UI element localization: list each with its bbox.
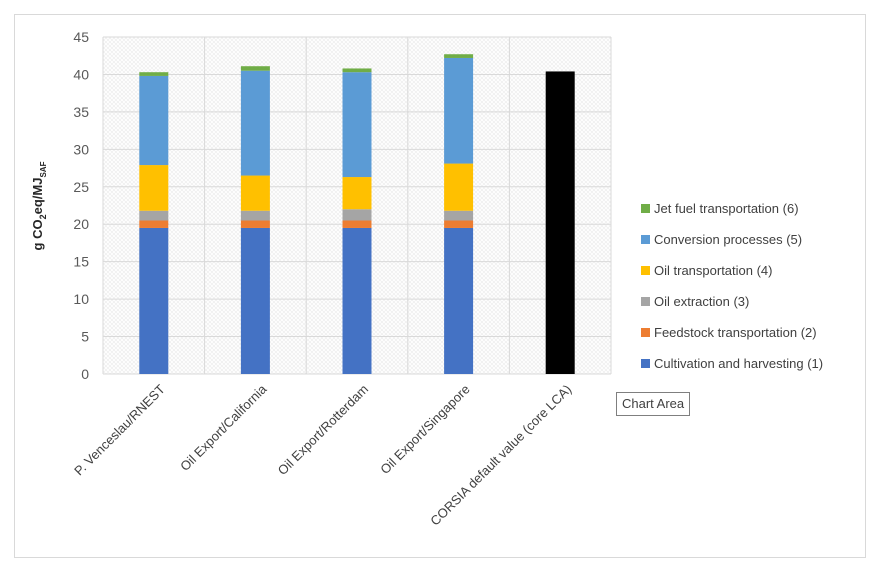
bar-segment-s1-c4[interactable] xyxy=(444,227,474,374)
bar-segment-s2-c1[interactable] xyxy=(139,220,169,228)
legend-entry: Feedstock transportation (2) xyxy=(654,325,817,340)
legend-entry: Oil transportation (4) xyxy=(654,263,773,278)
y-tick-label: 40 xyxy=(73,66,89,82)
y-tick-label: 5 xyxy=(81,329,89,345)
y-tick-label: 0 xyxy=(81,366,89,382)
y-tick-label: 30 xyxy=(73,141,89,157)
legend-entry: Conversion processes (5) xyxy=(654,232,802,247)
bar-segment-s1-c3[interactable] xyxy=(342,227,372,374)
bars xyxy=(139,54,575,375)
legend-swatch xyxy=(641,235,650,244)
bar-segment-s5-c3[interactable] xyxy=(342,72,372,178)
y-tick-label: 25 xyxy=(73,179,89,195)
bar-segment-s4-c1[interactable] xyxy=(139,165,169,211)
bar-corsia-default[interactable] xyxy=(545,71,575,375)
legend-swatch xyxy=(641,297,650,306)
bar-segment-s5-c2[interactable] xyxy=(240,70,270,176)
bar-segment-s3-c3[interactable] xyxy=(342,209,372,221)
y-tick-label: 20 xyxy=(73,216,89,232)
x-category-label: Oil Export/California xyxy=(177,381,270,474)
bar-segment-s3-c4[interactable] xyxy=(444,210,474,221)
legend-swatch xyxy=(641,359,650,368)
bar-segment-s2-c3[interactable] xyxy=(342,220,372,228)
bar-segment-s4-c4[interactable] xyxy=(444,163,474,211)
bar-segment-s6-c1[interactable] xyxy=(139,72,169,76)
legend-swatch xyxy=(641,328,650,337)
y-axis-title: g CO2eq/MJSAF xyxy=(30,161,48,250)
chart-area-tooltip: Chart Area xyxy=(616,392,691,416)
legend-entry: Cultivation and harvesting (1) xyxy=(654,356,823,371)
y-tick-label: 35 xyxy=(73,104,89,120)
bar-segment-s1-c2[interactable] xyxy=(240,227,270,374)
bar-segment-s5-c1[interactable] xyxy=(139,75,169,166)
y-tick-label: 10 xyxy=(73,291,89,307)
legend-swatch xyxy=(641,204,650,213)
bar-segment-s3-c1[interactable] xyxy=(139,210,169,221)
y-tick-label: 45 xyxy=(73,29,89,45)
y-axis-ticks: 0 5 10 15 20 25 30 35 40 45 xyxy=(73,29,89,382)
legend[interactable]: Jet fuel transportation (6) Conversion pr… xyxy=(641,201,823,371)
bar-segment-s6-c4[interactable] xyxy=(444,54,474,58)
legend-swatch xyxy=(641,266,650,275)
bar-segment-s6-c3[interactable] xyxy=(342,68,372,73)
x-axis-labels: P. Venceslau/RNEST Oil Export/California O… xyxy=(71,381,574,529)
bar-segment-s2-c2[interactable] xyxy=(240,220,270,228)
x-category-label: P. Venceslau/RNEST xyxy=(71,381,168,478)
bar-segment-s3-c2[interactable] xyxy=(240,210,270,221)
bar-segment-s2-c4[interactable] xyxy=(444,220,474,228)
x-category-label: Oil Export/Rotterdam xyxy=(275,382,371,478)
bar-segment-s1-c1[interactable] xyxy=(139,227,169,374)
y-tick-label: 15 xyxy=(73,254,89,270)
bar-segment-s5-c4[interactable] xyxy=(444,57,474,164)
x-category-label: Oil Export/Singapore xyxy=(377,382,472,477)
legend-entry: Oil extraction (3) xyxy=(654,294,749,309)
bar-segment-s4-c3[interactable] xyxy=(342,177,372,210)
bar-segment-s6-c2[interactable] xyxy=(240,66,270,71)
legend-entry: Jet fuel transportation (6) xyxy=(654,201,799,216)
bar-segment-s4-c2[interactable] xyxy=(240,175,270,211)
